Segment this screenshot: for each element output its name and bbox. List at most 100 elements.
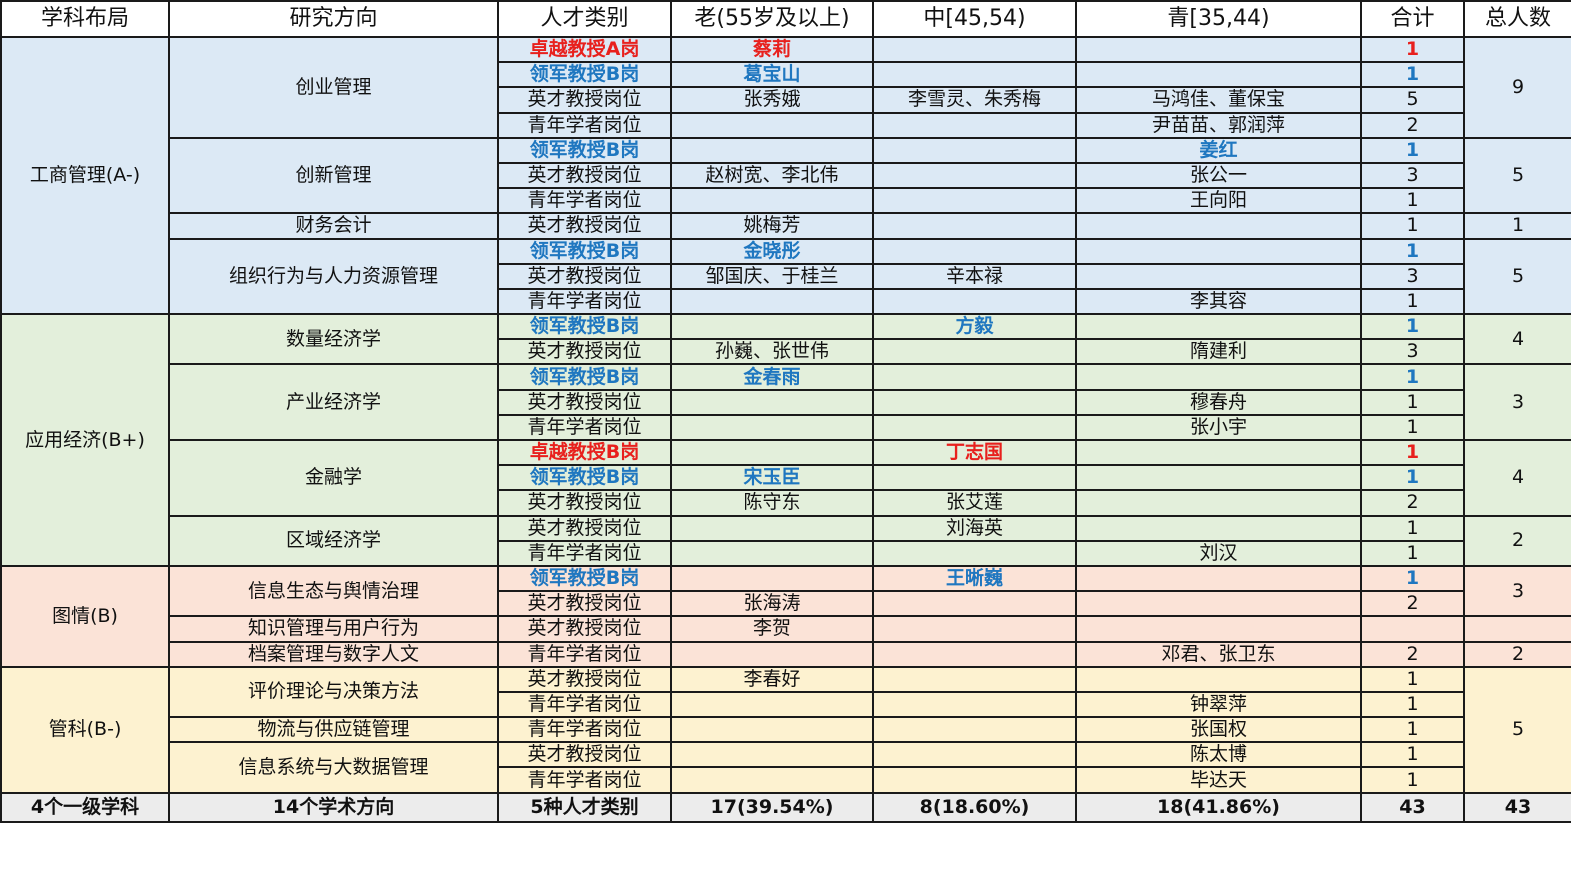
mid-cell <box>872 338 1077 366</box>
sum-cell: 1 <box>1360 438 1465 467</box>
table-row: 信息系统与大数据管理 英才教授岗位 陈太博 1 <box>1 741 1571 794</box>
young-cell: 姜红 <box>1075 136 1362 164</box>
direction-cell: 创业管理 <box>168 36 499 139</box>
mid-cell <box>872 161 1077 190</box>
direction-cell: 金融学 <box>168 439 499 517</box>
category-cell: 英才教授岗位 <box>497 262 672 290</box>
mid-cell <box>872 363 1077 391</box>
young-cell: 张国权 <box>1075 716 1362 744</box>
old-cell: 葛宝山 <box>670 61 874 89</box>
category-cell: 领军教授B岗 <box>497 136 672 164</box>
header-row: 学科布局 研究方向 人才类别 老(55岁及以上) 中[45,54) 青[35,4… <box>0 0 1571 38</box>
young-cell: 毕达天 <box>1075 766 1362 794</box>
sum-cell: 1 <box>1360 187 1465 215</box>
category-cell: 青年学者岗位 <box>497 640 672 668</box>
footer-old: 17(39.54%) <box>670 791 874 823</box>
old-cell: 张秀娥 <box>670 86 874 114</box>
sum-cell: 2 <box>1360 590 1465 618</box>
mid-cell <box>872 665 1077 693</box>
old-cell: 姚梅芳 <box>670 212 874 240</box>
sum-cell: 1 <box>1360 413 1465 442</box>
sum-cell: 3 <box>1360 262 1465 290</box>
mid-cell <box>872 388 1077 416</box>
mid-cell <box>872 187 1077 215</box>
talent-table: 学科布局 研究方向 人才类别 老(55岁及以上) 中[45,54) 青[35,4… <box>0 0 1571 823</box>
old-cell: 金春雨 <box>670 363 874 391</box>
total-cell: 3 <box>1463 564 1571 618</box>
table-row: 图情(B) 信息生态与舆情治理 领军教授B岗 王晰巍 1 3 <box>0 564 1571 668</box>
old-cell: 李春好 <box>670 665 874 693</box>
table-row: 创新管理 领军教授B岗 姜红 1 5 <box>1 136 1571 215</box>
discipline-cell: 图情(B) <box>0 564 170 668</box>
direction-cell: 评价理论与决策方法 <box>168 665 499 719</box>
mid-cell <box>872 766 1077 794</box>
mid-cell: 王晰巍 <box>872 564 1077 593</box>
mid-cell <box>872 111 1077 139</box>
category-cell: 领军教授B岗 <box>497 61 672 89</box>
mid-cell <box>872 690 1077 719</box>
header-young: 青[35,44) <box>1075 0 1362 38</box>
young-cell: 邓君、张卫东 <box>1075 640 1362 668</box>
sum-cell: 1 <box>1360 61 1465 89</box>
mid-cell <box>872 136 1077 164</box>
category-cell: 青年学者岗位 <box>497 766 672 794</box>
category-cell: 英才教授岗位 <box>497 212 672 240</box>
category-cell: 英才教授岗位 <box>497 741 672 769</box>
old-cell <box>670 514 874 542</box>
footer-categories: 5种人才类别 <box>497 791 672 823</box>
young-cell <box>1075 464 1362 492</box>
discipline-cell: 应用经济(B+) <box>0 313 170 567</box>
mid-cell <box>872 212 1077 240</box>
table-row: 青年学者岗位 王向阳 1 <box>1 187 1571 215</box>
category-cell: 英才教授岗位 <box>497 514 672 542</box>
young-cell <box>1075 262 1362 290</box>
old-cell <box>670 287 874 316</box>
direction-cell: 信息系统与大数据管理 <box>168 741 499 794</box>
category-cell: 英才教授岗位 <box>497 338 672 366</box>
table-row: 产业经济学 领军教授B岗 金春雨 1 3 <box>1 363 1571 441</box>
category-cell: 青年学者岗位 <box>497 187 672 215</box>
young-cell: 马鸿佳、董保宝 <box>1075 86 1362 114</box>
total-cell: 5 <box>1463 665 1571 794</box>
sum-cell: 1 <box>1360 35 1465 64</box>
young-cell <box>1075 438 1362 467</box>
sum-cell: 1 <box>1360 741 1465 769</box>
mid-cell <box>872 539 1077 567</box>
mid-cell <box>872 615 1077 643</box>
table-row: 知识管理与用户行为 英才教授岗位 李贺 <box>1 615 1571 643</box>
total-cell: 4 <box>1463 313 1571 366</box>
sum-cell: 1 <box>1360 665 1465 693</box>
table-row: 青年学者岗位 毕达天 1 <box>1 766 1571 794</box>
sum-cell: 1 <box>1360 464 1465 492</box>
direction-cell: 数量经济学 <box>168 313 499 366</box>
footer-sum: 43 <box>1360 791 1465 823</box>
sum-cell <box>1360 615 1465 643</box>
old-cell <box>670 438 874 467</box>
footer-row: 4个一级学科 14个学术方向 5种人才类别 17(39.54%) 8(18.60… <box>0 791 1571 823</box>
old-cell <box>670 187 874 215</box>
young-cell: 钟翠萍 <box>1075 690 1362 719</box>
old-cell: 孙巍、张世伟 <box>670 338 874 366</box>
sum-cell: 1 <box>1360 388 1465 416</box>
total-cell: 1 <box>1463 212 1571 240</box>
footer-disciplines: 4个一级学科 <box>0 791 170 823</box>
table-row: 青年学者岗位 张小宇 1 <box>1 413 1571 442</box>
total-cell: 2 <box>1463 640 1571 668</box>
total-cell: 5 <box>1463 237 1571 316</box>
young-cell: 王向阳 <box>1075 187 1362 215</box>
mid-cell <box>872 413 1077 442</box>
old-cell: 宋玉臣 <box>670 464 874 492</box>
sum-cell: 2 <box>1360 111 1465 139</box>
old-cell <box>670 136 874 164</box>
young-cell <box>1075 212 1362 240</box>
footer-young: 18(41.86%) <box>1075 791 1362 823</box>
direction-cell: 物流与供应链管理 <box>168 716 499 744</box>
direction-cell: 信息生态与舆情治理 <box>168 564 499 618</box>
young-cell: 张小宇 <box>1075 413 1362 442</box>
mid-cell: 方毅 <box>872 313 1077 341</box>
sum-cell: 1 <box>1360 716 1465 744</box>
young-cell <box>1075 615 1362 643</box>
table-row: 物流与供应链管理 青年学者岗位 张国权 1 <box>1 716 1571 744</box>
category-cell: 领军教授B岗 <box>497 363 672 391</box>
old-cell <box>670 716 874 744</box>
